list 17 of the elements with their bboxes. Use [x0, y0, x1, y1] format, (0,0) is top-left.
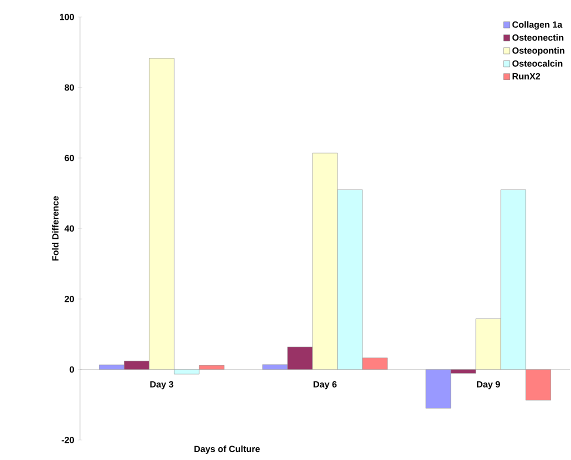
y-tick-label: 100 [60, 14, 74, 20]
legend-label: Osteocalcin [512, 60, 562, 67]
x-tick-label: Day 9 [476, 381, 500, 390]
x-tick-label: Day 6 [314, 381, 337, 390]
y-tick-label: -20 [62, 436, 74, 444]
legend-label: Collagen 1a [512, 21, 562, 30]
y-tick-label: 40 [64, 225, 74, 232]
y-axis-title: Fold Difference [52, 196, 59, 261]
y-tick-label: 0 [70, 366, 74, 373]
x-tick-label: Day 3 [150, 381, 174, 390]
y-tick-label: 80 [64, 84, 74, 91]
legend-label: Osteopontin [512, 47, 564, 56]
legend-label: RunX2 [512, 73, 540, 80]
y-tick-label: 60 [64, 154, 74, 162]
legend-label: Osteonectin [512, 34, 564, 41]
y-tick-label: 20 [64, 296, 74, 302]
x-axis-title: Days of Culture [194, 446, 260, 454]
